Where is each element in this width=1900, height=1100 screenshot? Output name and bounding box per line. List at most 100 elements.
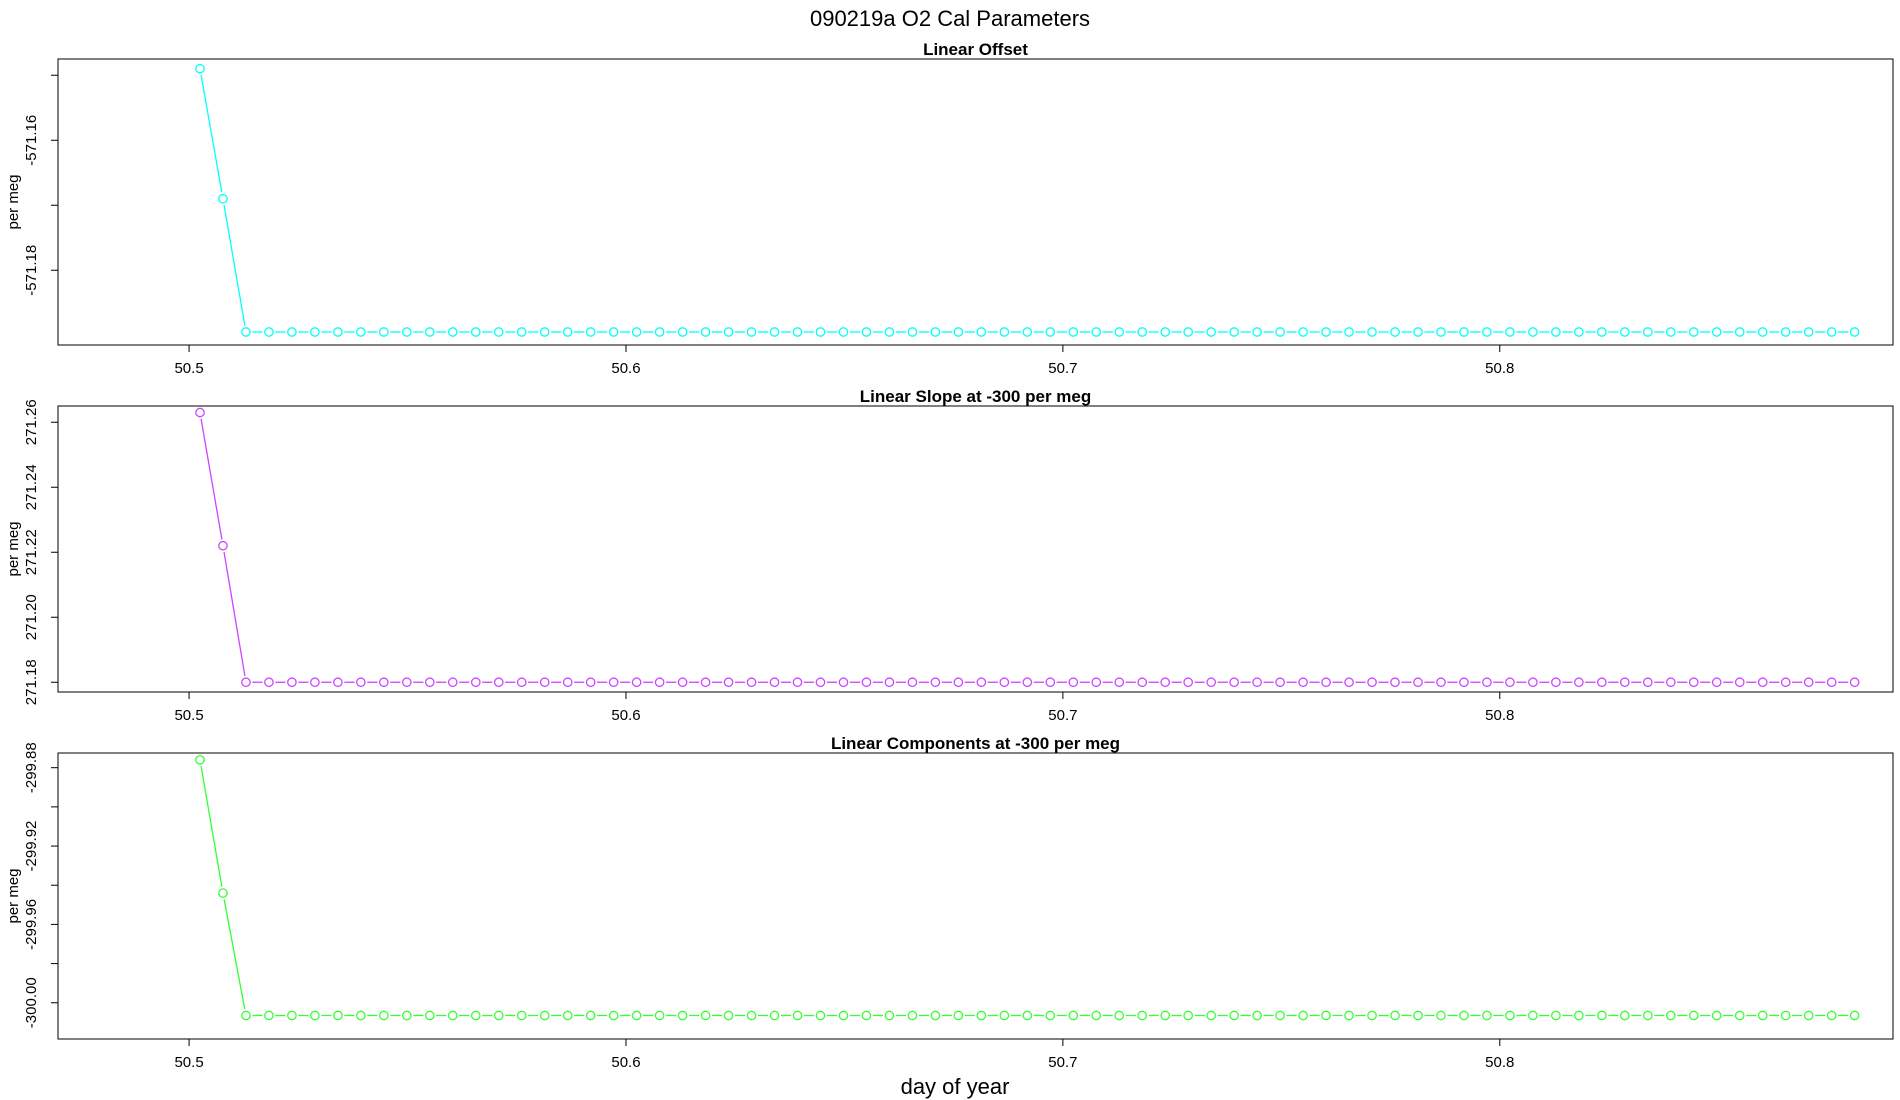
- y-tick-label: 271.24: [23, 464, 40, 510]
- data-point: [1826, 1010, 1837, 1021]
- data-point: [424, 677, 435, 688]
- chart-panel-2: Linear Slope at -300 per meg 50.5 50.6 50.7…: [5, 387, 1894, 724]
- data-point: [677, 677, 688, 688]
- data-point: [333, 327, 343, 337]
- data-point: [195, 407, 205, 418]
- x-axis-label: day of year: [901, 1074, 1010, 1099]
- data-point: [539, 677, 550, 688]
- data-point: [976, 327, 987, 337]
- data-point: [1551, 1010, 1561, 1021]
- data-point: [861, 1010, 872, 1021]
- data-point: [953, 327, 964, 337]
- data-point: [769, 1010, 780, 1021]
- data-point: [700, 677, 711, 688]
- data-point: [1367, 677, 1377, 688]
- y-axis-label: per meg: [5, 521, 22, 576]
- data-point: [1114, 677, 1125, 688]
- data-point: [953, 677, 964, 688]
- data-point: [1780, 1010, 1791, 1021]
- data-point: [1619, 677, 1630, 688]
- series-segment: [223, 551, 246, 677]
- data-point: [1022, 677, 1033, 688]
- data-point: [654, 327, 665, 337]
- x-tick-label: 50.8: [1485, 1054, 1514, 1071]
- data-point: [1528, 327, 1538, 337]
- data-point: [746, 1010, 757, 1021]
- data-point: [1780, 677, 1791, 688]
- data-point: [562, 327, 573, 337]
- data-point: [516, 677, 527, 688]
- data-point: [884, 1010, 895, 1021]
- data-point: [861, 327, 872, 337]
- data-point: [1045, 327, 1056, 337]
- data-point: [631, 327, 642, 337]
- data-point: [356, 1010, 366, 1021]
- data-point: [1596, 677, 1607, 688]
- series-segment: [200, 418, 223, 540]
- data-point: [424, 327, 435, 337]
- data-point: [1390, 1010, 1400, 1021]
- data-point: [700, 1010, 711, 1021]
- data-point: [218, 540, 228, 551]
- data-point: [723, 327, 734, 337]
- data-point: [769, 327, 780, 337]
- data-point: [654, 1010, 665, 1021]
- data-point: [1298, 327, 1308, 337]
- data-point: [861, 677, 872, 688]
- data-point: [1596, 327, 1607, 337]
- data-point: [608, 327, 619, 337]
- data-point: [1803, 327, 1814, 337]
- data-point: [1642, 1010, 1653, 1021]
- data-point: [1734, 1010, 1745, 1021]
- data-point: [1665, 677, 1676, 688]
- data-point: [976, 677, 987, 688]
- data-point: [218, 193, 228, 204]
- panel-title: Linear Offset: [923, 40, 1028, 59]
- data-point: [1665, 1010, 1676, 1021]
- y-tick-label: 271.22: [23, 529, 40, 575]
- data-point: [1688, 677, 1699, 688]
- data-point: [654, 677, 665, 688]
- data-point: [608, 677, 619, 688]
- data-point: [447, 327, 458, 337]
- data-point: [333, 677, 343, 688]
- data-point: [1734, 677, 1745, 688]
- data-point: [310, 677, 320, 688]
- x-tick-label: 50.5: [174, 707, 203, 724]
- data-point: [1367, 327, 1377, 337]
- data-point: [539, 327, 550, 337]
- data-point: [1206, 1010, 1217, 1021]
- data-point: [378, 327, 389, 337]
- data-point: [310, 1010, 320, 1021]
- data-point: [1849, 327, 1860, 337]
- data-point: [493, 677, 504, 688]
- data-point: [287, 1010, 297, 1021]
- y-tick-label: -299.92: [23, 821, 40, 872]
- data-point: [700, 327, 711, 337]
- figure-title: 090219a O2 Cal Parameters: [810, 6, 1090, 31]
- x-tick-label: 50.6: [611, 707, 640, 724]
- y-axis-label: per meg: [5, 174, 22, 229]
- data-point: [930, 327, 941, 337]
- data-point: [539, 1010, 550, 1021]
- data-point: [907, 677, 918, 688]
- data-point: [815, 327, 826, 337]
- data-point: [1091, 1010, 1102, 1021]
- data-point: [1459, 677, 1469, 688]
- data-point: [1551, 327, 1561, 337]
- data-point: [1252, 677, 1262, 688]
- data-point: [1022, 1010, 1033, 1021]
- data-point: [1321, 327, 1331, 337]
- data-point: [838, 327, 849, 337]
- data-point: [769, 677, 780, 688]
- data-point: [1413, 327, 1423, 337]
- y-tick-label: 271.18: [23, 659, 40, 705]
- y-tick-label: -571.18: [23, 245, 40, 296]
- data-point: [493, 327, 504, 337]
- data-point: [1367, 1010, 1377, 1021]
- plot-frame: [57, 752, 1894, 1040]
- data-point: [608, 1010, 619, 1021]
- data-point: [195, 755, 205, 765]
- data-point: [1619, 1010, 1630, 1021]
